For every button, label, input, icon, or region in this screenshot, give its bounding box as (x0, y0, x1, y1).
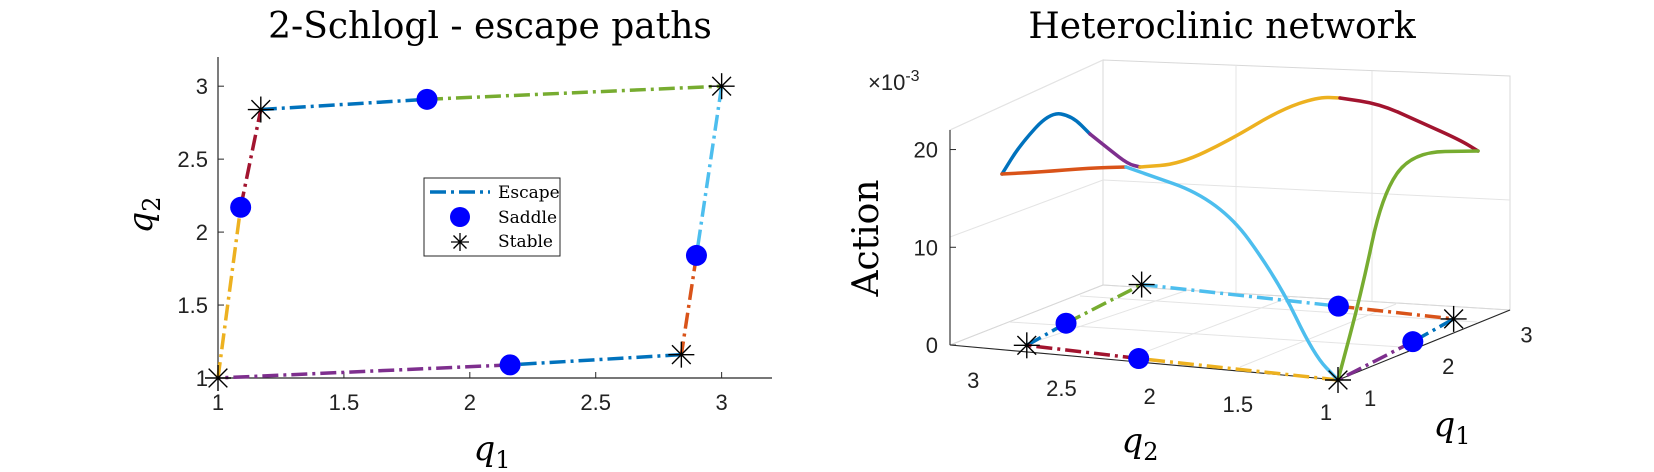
left-y-axis-label: q2 (121, 196, 166, 233)
floor-escape-path-segment (1141, 282, 1339, 308)
action-curve (1336, 149, 1480, 382)
floor-escape-path-segment (1138, 356, 1339, 382)
right-z-axis-label: Action (846, 180, 887, 298)
legend-entry-stable: Stable (451, 232, 553, 252)
floor-escape-path-segment (1026, 343, 1139, 361)
right-z-ticks: 0 10 20 (914, 138, 956, 358)
floor-escape-path-segment (1065, 282, 1143, 325)
stable-point (708, 73, 735, 100)
stable-point-3d (1325, 367, 1351, 393)
saddle-point (499, 354, 521, 376)
right-chart-title: Heteroclinic network (1028, 6, 1417, 47)
escape-path-segment (238, 109, 263, 208)
saddle-point-3d (1402, 331, 1424, 353)
right-z-tick-label: 10 (914, 235, 938, 260)
right-z-tick-label: 20 (914, 138, 938, 163)
left-y-tick-label: 2.5 (177, 147, 208, 172)
right-q2-tick-label: 3 (967, 368, 979, 393)
action-curve (1088, 132, 1142, 169)
right-stable-points (1013, 271, 1467, 393)
left-x-axis-label: q1 (473, 429, 510, 472)
left-x-ticks: 1 1.5 2 2.5 3 (212, 372, 728, 415)
right-floor-paths (1025, 282, 1455, 382)
right-q1-tick-label: 1 (1364, 386, 1376, 411)
heteroclinic-network-chart: Heteroclinic network (846, 6, 1533, 466)
right-q2-tick-label: 2.5 (1046, 376, 1077, 401)
right-q1-tick-label: 3 (1520, 322, 1532, 347)
floor-escape-path-segment (1338, 304, 1454, 321)
left-y-tick-label: 1 (196, 366, 208, 391)
saddle-point-3d (1128, 348, 1150, 370)
left-saddle-points (230, 88, 707, 376)
left-x-tick-label: 2 (464, 390, 476, 415)
right-saddle-points (1055, 295, 1424, 370)
right-q1-tick-label: 2 (1442, 354, 1454, 379)
left-axes (217, 57, 772, 379)
left-y-tick-label: 2 (196, 220, 208, 245)
z-scale-label: ×10-3 (868, 68, 920, 95)
stable-point (247, 96, 274, 123)
left-stable-points (205, 73, 735, 391)
legend-entry-saddle: Saddle (450, 207, 557, 228)
stable-point-3d (1440, 305, 1467, 332)
svg-text:Stable: Stable (498, 232, 553, 252)
action-curve (1138, 95, 1342, 169)
escape-path-segment (426, 84, 722, 102)
escape-path-segment (216, 207, 243, 379)
left-x-tick-label: 2.5 (580, 390, 611, 415)
right-q2-axis-label: q2 (1121, 421, 1158, 466)
escape-path-segment (510, 352, 682, 367)
right-q2-tick-label: 1.5 (1223, 392, 1254, 417)
right-q1-axis-label: q1 (1433, 405, 1470, 450)
right-q2-tick-label: 1 (1320, 400, 1332, 425)
left-chart-title: 2-Schlogl - escape paths (268, 6, 712, 47)
action-curve (1338, 96, 1480, 153)
svg-text:Saddle: Saddle (498, 208, 557, 228)
right-q1-ticks: 1 2 3 (1364, 322, 1533, 411)
right-q2-ticks: 1 1.5 2 2.5 3 (967, 368, 1332, 425)
left-y-tick-label: 1.5 (177, 293, 208, 318)
right-z-tick-label: 0 (926, 333, 938, 358)
saddle-point-3d (1327, 295, 1349, 317)
stable-point (205, 365, 231, 391)
left-y-tick-label: 3 (196, 74, 208, 99)
left-x-tick-label: 1.5 (329, 390, 360, 415)
left-x-tick-label: 3 (716, 390, 728, 415)
stable-point (668, 341, 695, 368)
escape-path-segment (217, 363, 511, 380)
saddle-point (416, 88, 438, 110)
svg-text:Escape: Escape (498, 183, 560, 203)
floor-escape-path-segment (1337, 340, 1414, 382)
right-action-curves (1000, 95, 1480, 382)
left-x-tick-label: 1 (212, 390, 224, 415)
escape-path-segment (260, 97, 428, 112)
escape-path-segment (694, 85, 724, 256)
escape-path-segment (679, 255, 699, 355)
action-curve (1124, 165, 1340, 382)
saddle-point (685, 244, 707, 266)
saddle-point-3d (1055, 312, 1077, 334)
stable-point-3d (1013, 332, 1040, 359)
left-y-ticks: 1 1.5 2 2.5 3 (177, 74, 224, 391)
legend-entry-escape: Escape (430, 183, 560, 203)
saddle-point (230, 196, 252, 218)
escape-paths-chart: 2-Schlogl - escape paths 1 1.5 2 2.5 3 1 1.5 2… (121, 6, 772, 472)
left-legend: Escape Saddle Stable (423, 177, 561, 257)
action-curve (1000, 165, 1128, 176)
left-escape-paths (216, 84, 724, 380)
action-curve (1000, 112, 1092, 176)
right-q2-tick-label: 2 (1144, 384, 1156, 409)
stable-point-3d (1128, 271, 1155, 298)
